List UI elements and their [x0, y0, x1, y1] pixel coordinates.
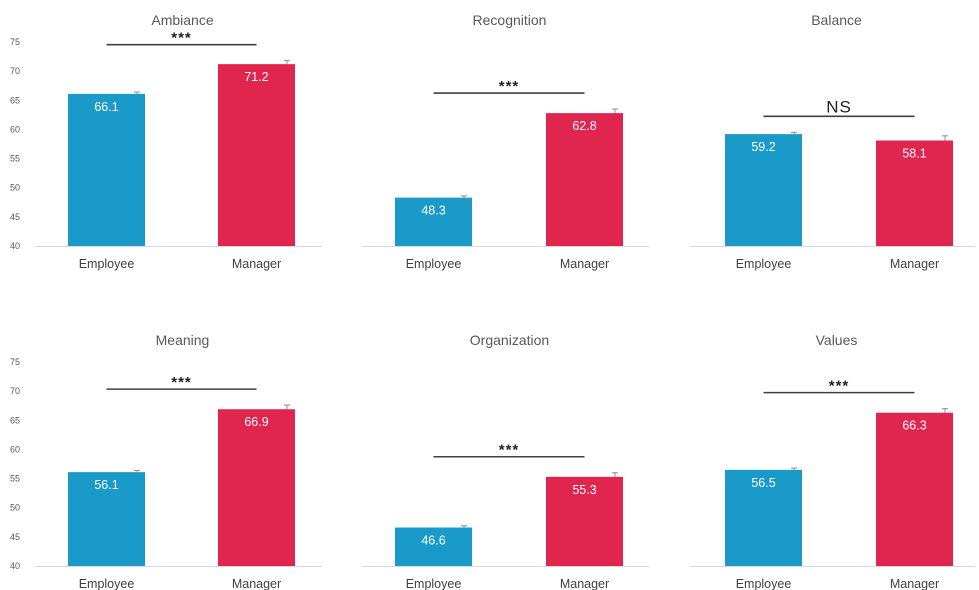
chart-title: Ambiance	[151, 12, 213, 28]
manager-bar	[546, 113, 623, 246]
y-tick-label: 40	[10, 561, 20, 571]
x-tick-label: Employee	[406, 257, 462, 271]
y-tick-label: 70	[10, 386, 20, 396]
manager-bar	[876, 412, 953, 566]
y-tick-label: 45	[10, 212, 20, 222]
x-tick-label: Manager	[560, 257, 609, 271]
y-tick-label: 50	[10, 503, 20, 513]
chart-title: Recognition	[473, 12, 547, 28]
employee-bar	[68, 93, 145, 246]
significance-label: ***	[171, 374, 192, 391]
manager-bar	[546, 476, 623, 566]
data-label: 56.5	[751, 476, 775, 490]
data-label: 71.2	[244, 70, 268, 84]
significance-label: ***	[499, 442, 520, 459]
data-label: 66.3	[902, 419, 926, 433]
y-tick-label: 55	[10, 474, 20, 484]
x-tick-label: Manager	[560, 577, 609, 590]
employee-bar	[725, 469, 802, 566]
y-tick-label: 60	[10, 444, 20, 454]
manager-bar	[876, 140, 953, 246]
significance-label: ***	[499, 78, 520, 95]
y-tick-label: 70	[10, 66, 20, 76]
y-tick-label: 40	[10, 241, 20, 251]
manager-bar	[218, 409, 295, 566]
chart-title: Balance	[811, 12, 862, 28]
manager-bar	[218, 64, 295, 246]
x-tick-label: Manager	[890, 257, 939, 271]
x-tick-label: Employee	[736, 257, 792, 271]
chart-title: Meaning	[156, 332, 210, 348]
x-tick-label: Manager	[890, 577, 939, 590]
data-label: 48.3	[421, 204, 445, 218]
x-tick-label: Manager	[232, 257, 281, 271]
y-tick-label: 55	[10, 154, 20, 164]
y-tick-label: 65	[10, 415, 20, 425]
data-label: 59.2	[751, 140, 775, 154]
employee-bar	[395, 197, 472, 246]
x-tick-label: Employee	[79, 577, 135, 590]
x-tick-label: Employee	[79, 257, 135, 271]
employee-bar	[68, 472, 145, 566]
data-label: 62.8	[572, 119, 596, 133]
x-tick-label: Manager	[232, 577, 281, 590]
y-tick-label: 50	[10, 183, 20, 193]
x-tick-label: Employee	[406, 577, 462, 590]
x-tick-label: Employee	[736, 577, 792, 590]
chart-title: Values	[816, 332, 858, 348]
significance-label: ***	[829, 378, 850, 395]
chart-title: Organization	[470, 332, 549, 348]
data-label: 46.6	[421, 534, 445, 548]
y-tick-label: 75	[10, 357, 20, 367]
data-label: 66.1	[94, 100, 118, 114]
y-tick-label: 75	[10, 37, 20, 47]
employee-bar	[725, 134, 802, 246]
data-label: 66.9	[244, 415, 268, 429]
data-label: 58.1	[902, 147, 926, 161]
data-label: 56.1	[94, 478, 118, 492]
significance-label: ***	[171, 30, 192, 47]
y-tick-label: 45	[10, 532, 20, 542]
significance-label: NS	[826, 97, 852, 116]
y-tick-label: 60	[10, 124, 20, 134]
y-tick-label: 65	[10, 95, 20, 105]
data-label: 55.3	[572, 483, 596, 497]
employee-bar	[395, 527, 472, 566]
